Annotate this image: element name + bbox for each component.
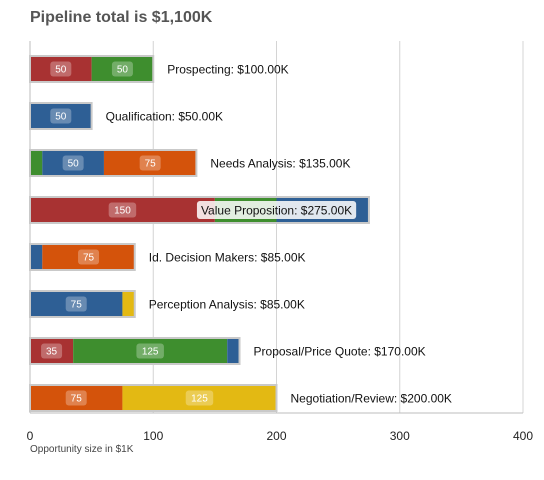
bar-row: 50 50 Prospecting: $100.00K xyxy=(29,55,289,83)
bar-outline xyxy=(29,337,241,365)
segment-value-label: 50 xyxy=(117,65,129,76)
category-label: Perception Analysis: $85.00K xyxy=(149,298,305,312)
bar-segment[interactable] xyxy=(42,244,135,270)
segment-value-label: 125 xyxy=(142,347,159,358)
bar-segment[interactable] xyxy=(30,385,123,411)
bar-row: 50 75 Needs Analysis: $135.00K xyxy=(29,149,350,177)
category-label: Id. Decision Makers: $85.00K xyxy=(149,251,306,265)
segment-value-label: 125 xyxy=(191,394,208,405)
bar-row: 35 125 Proposal/Price Quote: $170.00K xyxy=(29,337,426,365)
bar-segment[interactable] xyxy=(30,291,123,317)
bar-segment[interactable] xyxy=(30,150,43,176)
chart-title: Pipeline total is $1,100K xyxy=(30,9,213,26)
category-label: Proposal/Price Quote: $170.00K xyxy=(254,345,426,359)
x-tick-label: 200 xyxy=(266,429,286,443)
x-tick-label: 400 xyxy=(513,429,533,443)
bar-outline xyxy=(29,384,278,412)
segment-value-label: 50 xyxy=(55,65,67,76)
bar-segment[interactable] xyxy=(30,197,215,223)
bar-segment[interactable] xyxy=(30,244,43,270)
bar-segment[interactable] xyxy=(30,103,92,129)
x-axis-ticks: 0 100 200 300 400 xyxy=(27,429,534,443)
bar-segment[interactable] xyxy=(91,56,154,82)
bar-outline xyxy=(29,243,136,271)
bar-outline xyxy=(29,55,155,83)
bars: 50 50 Prospecting: $100.00K 50 Qualification… xyxy=(29,55,452,412)
segment-label-bg xyxy=(50,108,72,124)
bar-segment[interactable] xyxy=(122,291,135,317)
segment-value-label: 75 xyxy=(71,300,83,311)
segment-label-bg xyxy=(50,61,72,77)
bar-row: 75 Perception Analysis: $85.00K xyxy=(29,290,305,318)
segment-label-bg xyxy=(139,155,161,171)
segment-value-label: 150 xyxy=(114,206,131,217)
segment-value-label: 50 xyxy=(68,159,80,170)
segment-value-label: 75 xyxy=(83,253,95,264)
segment-label-bg xyxy=(65,390,87,406)
bar-outline xyxy=(29,196,370,224)
bar-row: 150 Value Proposition: $275.00K xyxy=(29,196,370,224)
segment-label-bg xyxy=(136,343,164,359)
segment-label-bg xyxy=(108,202,137,218)
bar-outline xyxy=(29,290,136,318)
bar-row: 75 125 Negotiation/Review: $200.00K xyxy=(29,384,452,412)
bar-segment[interactable] xyxy=(122,385,277,411)
bar-row: 75 Id. Decision Makers: $85.00K xyxy=(29,243,306,271)
x-tick-label: 100 xyxy=(143,429,163,443)
category-label: Needs Analysis: $135.00K xyxy=(210,157,350,171)
segment-value-label: 75 xyxy=(145,159,157,170)
segment-label-bg xyxy=(41,343,63,359)
segment-label-bg xyxy=(111,61,133,77)
bar-segment[interactable] xyxy=(42,150,104,176)
segment-label-bg xyxy=(185,390,214,406)
segment-value-label: 35 xyxy=(46,347,58,358)
segment-value-label: 50 xyxy=(55,112,67,123)
segment-label-bg xyxy=(65,296,87,312)
category-label-bg xyxy=(196,201,357,219)
segment-label-bg xyxy=(78,249,100,265)
segment-value-label: 75 xyxy=(71,394,83,405)
category-label: Prospecting: $100.00K xyxy=(167,63,288,77)
x-tick-label: 300 xyxy=(390,429,410,443)
bar-segment[interactable] xyxy=(30,338,74,364)
category-label: Qualification: $50.00K xyxy=(106,110,223,124)
bar-segment[interactable] xyxy=(227,338,240,364)
category-label: Value Proposition: $275.00K xyxy=(201,204,352,218)
segment-label-bg xyxy=(62,155,84,171)
x-tick-label: 0 xyxy=(27,429,34,443)
bar-outline xyxy=(29,149,198,177)
x-axis-title: Opportunity size in $1K xyxy=(30,444,134,455)
category-label: Negotiation/Review: $200.00K xyxy=(291,392,452,406)
bar-segment[interactable] xyxy=(30,56,92,82)
bar-segment[interactable] xyxy=(103,150,197,176)
bar-segment[interactable] xyxy=(73,338,228,364)
bar-outline xyxy=(29,102,93,130)
bar-row: 50 Qualification: $50.00K xyxy=(29,102,223,130)
